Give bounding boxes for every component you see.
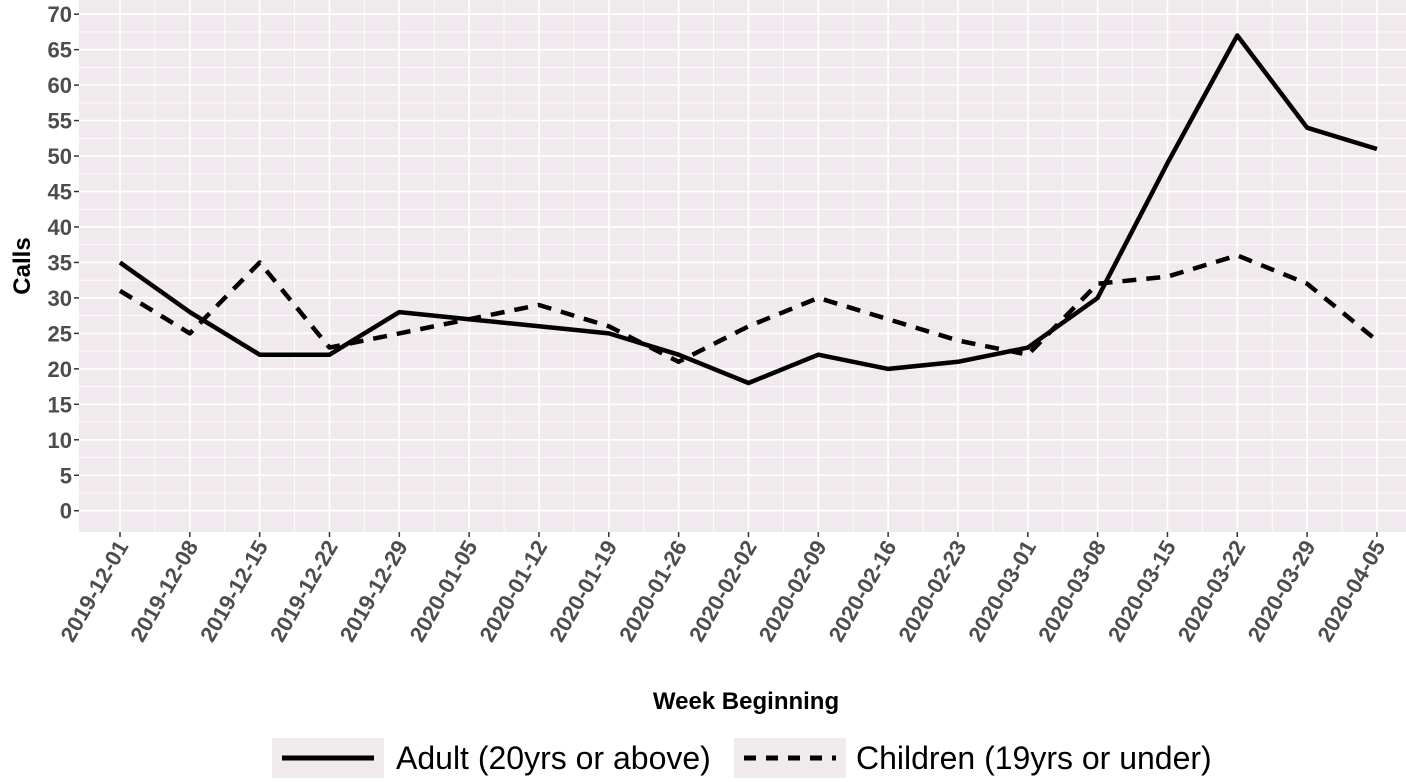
- y-tick-label: 45: [48, 180, 72, 205]
- y-tick-label: 70: [48, 2, 72, 27]
- x-tick-label: 2020-01-12: [474, 536, 552, 646]
- x-tick-label: 2020-01-05: [405, 536, 483, 646]
- y-tick-label: 15: [48, 392, 72, 417]
- legend-label: Adult (20yrs or above): [396, 740, 711, 776]
- y-tick-label: 30: [48, 286, 72, 311]
- y-tick-label: 10: [48, 428, 72, 453]
- x-tick-label: 2019-12-22: [265, 536, 343, 646]
- y-axis-title: Calls: [9, 237, 36, 294]
- y-tick-label: 50: [48, 144, 72, 169]
- y-tick-label: 40: [48, 215, 72, 240]
- x-tick-label: 2020-02-23: [893, 536, 971, 646]
- legend-label: Children (19yrs or under): [856, 740, 1212, 776]
- x-tick-label: 2019-12-29: [335, 536, 413, 646]
- y-tick-label: 5: [60, 463, 72, 488]
- y-tick-label: 60: [48, 73, 72, 98]
- series-line-adult: [118, 33, 1378, 386]
- y-tick-label: 65: [48, 38, 72, 63]
- plot-background: [79, 0, 1406, 532]
- x-tick-label: 2020-02-09: [754, 536, 832, 646]
- x-tick-label: 2020-01-19: [544, 536, 622, 646]
- x-axis-ticks: 2019-12-012019-12-082019-12-152019-12-22…: [55, 532, 1390, 646]
- x-tick-label: 2020-03-08: [1033, 536, 1111, 646]
- x-tick-label: 2020-03-29: [1243, 536, 1321, 646]
- x-tick-label: 2020-04-05: [1312, 536, 1390, 646]
- x-tick-label: 2019-12-01: [55, 536, 133, 646]
- x-tick-label: 2020-01-26: [614, 536, 692, 646]
- x-tick-label: 2020-03-15: [1103, 536, 1181, 646]
- x-tick-label: 2020-03-01: [963, 536, 1041, 646]
- x-tick-label: 2019-12-15: [195, 536, 273, 646]
- series-line-children: [118, 253, 1379, 365]
- x-tick-label: 2020-02-02: [684, 536, 762, 646]
- y-tick-label: 35: [48, 250, 72, 275]
- y-tick-label: 55: [48, 109, 72, 134]
- x-tick-label: 2019-12-08: [125, 536, 203, 646]
- y-tick-label: 0: [60, 499, 72, 524]
- y-tick-label: 25: [48, 321, 72, 346]
- gridlines: [79, 0, 1406, 532]
- legend: Adult (20yrs or above) Children (19yrs or…: [272, 738, 1212, 778]
- x-axis-title: Week Beginning: [653, 688, 839, 715]
- x-tick-label: 2020-03-22: [1173, 536, 1251, 646]
- series-lines: [118, 33, 1379, 386]
- y-tick-label: 20: [48, 357, 72, 382]
- x-tick-label: 2020-02-16: [824, 536, 902, 646]
- y-axis-ticks: 0 5 10 15 20 25 30 35 40 45 50 55 60 65 70: [48, 2, 79, 524]
